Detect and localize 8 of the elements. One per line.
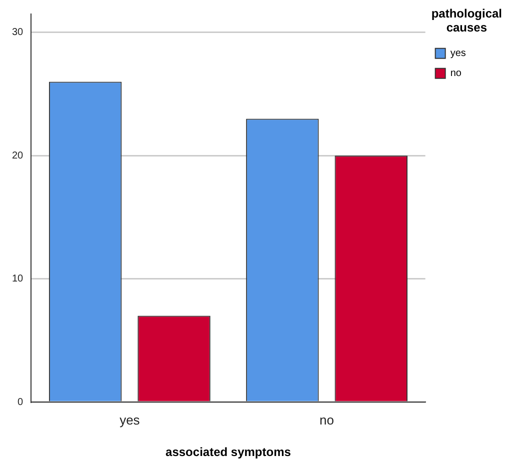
legend-title: pathological causes	[431, 6, 502, 35]
x-axis-title: associated symptoms	[166, 445, 292, 460]
y-tick-label: 20	[12, 150, 24, 162]
legend-label: yes	[450, 48, 466, 60]
y-tick-label: 10	[12, 274, 24, 285]
legend-label: no	[450, 68, 462, 80]
y-tick-label: 0	[18, 396, 24, 408]
y-tick-label: 30	[12, 27, 24, 38]
